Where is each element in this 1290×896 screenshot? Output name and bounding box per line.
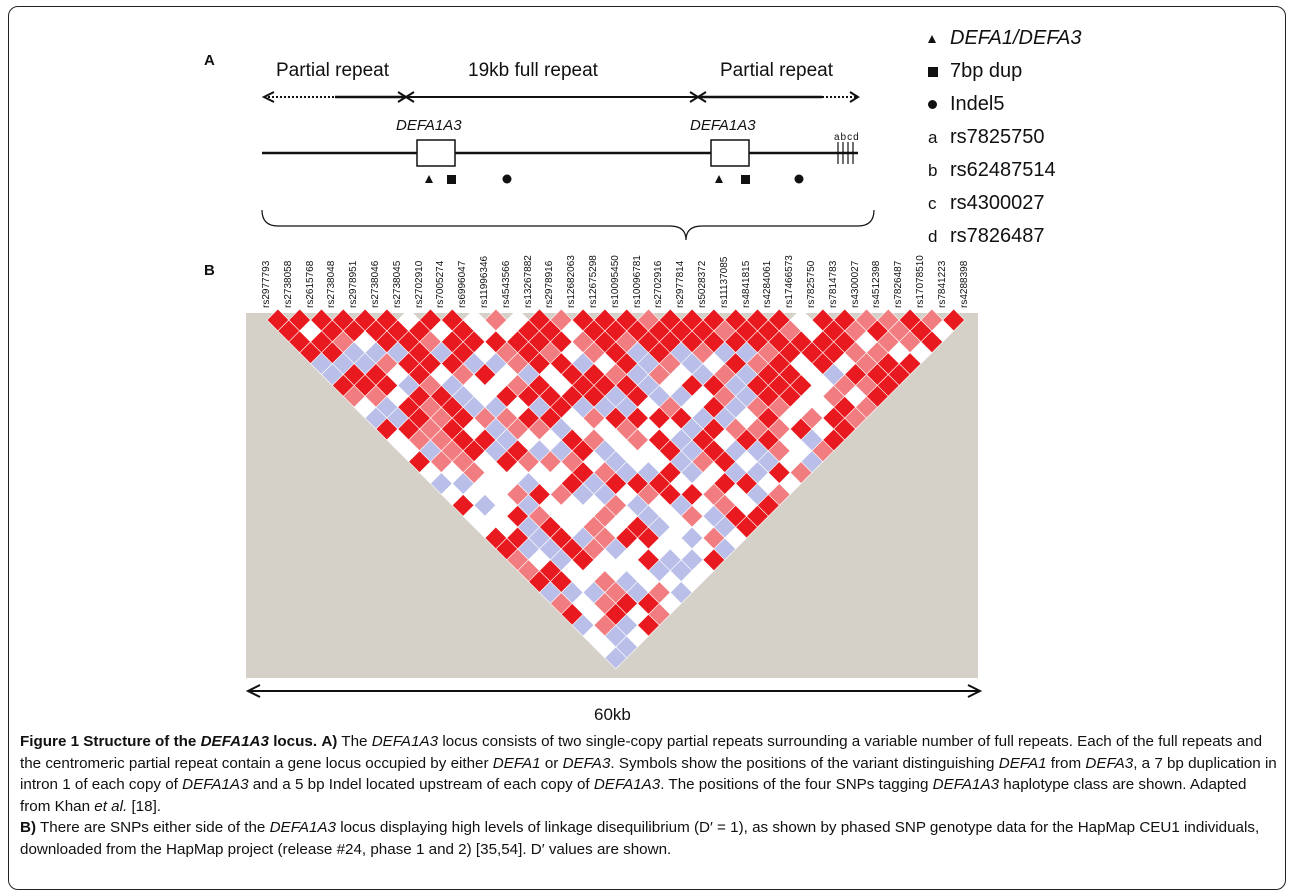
caption-b-label: B) [20,819,37,836]
legend-letter: b [928,160,938,180]
legend-row-7bp: 7bp dup [928,55,1082,88]
legend-text: rs62487514 [950,159,1056,181]
caption-text: or [540,754,563,772]
caption-etal: et al. [94,797,128,815]
legend-text: DEFA1/DEFA3 [950,27,1082,49]
arrowhead [849,91,860,103]
caption-text: , a 7 bp duplication in intron 1 of each… [20,754,1277,794]
caption-gene: DEFA1 [492,754,541,772]
legend-row-indel: Indel5 [928,88,1082,121]
caption-text: There are SNPs either side of the [36,819,270,836]
circle-icon [928,100,950,109]
circle-marker-left [502,174,512,184]
full-repeat-label: 19kb full repeat [468,60,598,81]
caption-title-suffix: locus. [268,733,318,750]
figure-frame [8,6,1286,890]
circle-marker-right [794,174,804,184]
partial-repeat-right-label: Partial repeat [720,60,834,81]
legend-text: Indel5 [950,93,1005,115]
legend-row-c: c rs4300027 [928,187,1082,220]
panel-b-label: B [204,262,215,279]
gene-box-left [416,139,456,167]
square-marker-left [447,175,456,184]
caption-gene: DEFA1A3 [182,776,249,793]
caption-text: from [1046,754,1086,772]
triangle-icon [928,34,950,43]
caption-title-gene: DEFA1A3 [200,733,269,750]
caption-gene: DEFA1A3 [269,819,336,836]
gene-label-left: DEFA1A3 [396,117,462,134]
caption-gene: DEFA3 [562,754,611,772]
caption-gene: DEFA1 [998,754,1047,772]
caption-text: and a 5 bp Indel located upstream of eac… [248,776,594,793]
partial-repeat-left-label: Partial repeat [276,60,390,81]
legend-text: rs7826487 [950,225,1045,247]
arrowhead [696,91,707,103]
panel-a-label: A [204,52,215,69]
caption-title-prefix: Figure 1 Structure of the [20,733,201,750]
figure-caption: Figure 1 Structure of the DEFA1A3 locus.… [20,731,1280,860]
legend-row-defa: DEFA1/DEFA3 [928,22,1082,55]
legend-row-a: a rs7825750 [928,121,1082,154]
legend-row-d: d rs7826487 [928,220,1082,253]
caption-text: The [337,733,372,750]
legend-letter: c [928,193,937,213]
legend-text: rs7825750 [950,126,1045,148]
legend: DEFA1/DEFA3 7bp dup Indel5 a rs7825750 b… [928,22,1082,253]
square-icon [928,66,950,77]
caption-text: . Symbols show the positions of the vari… [610,754,999,772]
brace [261,209,875,241]
caption-text: haplotype class are shown. Adapted from … [20,776,1247,815]
caption-gene: DEFA1A3 [371,733,439,750]
caption-a-label: A) [321,733,338,750]
gene-box-right [710,139,750,167]
scale-label: 60kb [594,705,631,724]
scale-arrowhead-left [245,684,261,698]
arrowhead [261,91,275,103]
caption-title: Figure 1 Structure of the DEFA1A3 locus. [20,733,317,750]
caption-text: [18]. [127,797,162,815]
legend-text: 7bp dup [950,60,1023,82]
legend-row-b: b rs62487514 [928,154,1082,187]
caption-gene: DEFA3 [1085,754,1134,772]
caption-gene: DEFA1A3 [932,776,1000,793]
triangle-marker-right [715,175,723,183]
caption-text: . The positions of the four SNPs tagging [660,776,933,793]
ld-cell [942,308,966,332]
triangle-marker-left [425,175,433,183]
arrowhead [404,91,415,103]
caption-text: locus displaying high levels of linkage … [20,819,1260,858]
scale-arrowhead-right [967,684,983,698]
gene-label-right: DEFA1A3 [690,117,756,134]
legend-letter: d [928,226,938,246]
legend-text: rs4300027 [950,192,1045,214]
snp-letters-label: abcd [834,132,860,143]
square-marker-right [741,175,750,184]
legend-letter: a [928,127,938,147]
caption-text: locus consists of two single-copy partia… [20,733,1263,772]
caption-gene: DEFA1A3 [593,776,661,793]
